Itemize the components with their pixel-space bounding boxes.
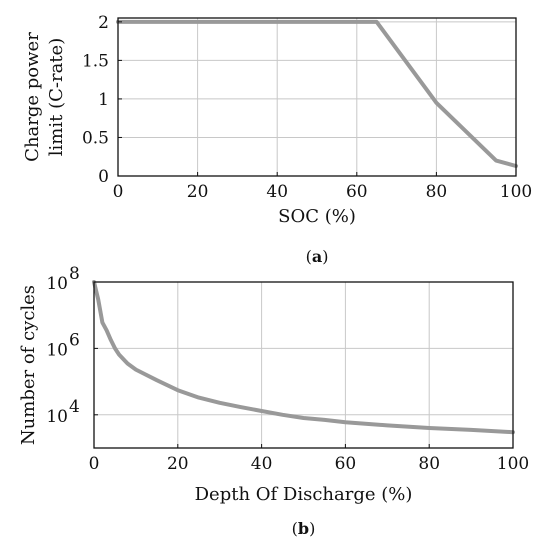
panel-caption: (a) <box>306 247 329 266</box>
panel-caption: (b) <box>292 519 316 538</box>
x-axis-title: Depth Of Discharge (%) <box>195 484 413 505</box>
x-tick-label: 80 <box>418 454 440 474</box>
series-line <box>116 19 518 168</box>
x-tick-label: 0 <box>89 454 100 474</box>
x-axis-title: SOC (%) <box>278 206 356 227</box>
y-tick-label: 0 <box>98 167 109 187</box>
y-tick-label: 1.5 <box>82 51 109 71</box>
panel-letter: b <box>298 519 309 538</box>
y-tick-exponent: 4 <box>69 397 80 417</box>
y-tick-exponent: 6 <box>69 330 80 350</box>
panel-letter: a <box>312 247 322 266</box>
y-tick-label: 10 <box>46 274 68 294</box>
y-tick-label: 1 <box>98 90 109 110</box>
x-tick-label: 40 <box>251 454 273 474</box>
y-tick-label: 10 <box>46 407 68 427</box>
x-tick-label: 40 <box>266 182 288 202</box>
y-axis-title: Number of cycles <box>18 285 39 445</box>
plot-frame <box>93 281 514 449</box>
x-tick-label: 20 <box>187 182 209 202</box>
x-tick-label: 100 <box>497 454 529 474</box>
y-tick-exponent: 8 <box>69 264 80 284</box>
x-tick-label: 80 <box>426 182 448 202</box>
y-tick-label: 2 <box>98 13 109 33</box>
y-tick-label: 0.5 <box>82 128 109 148</box>
y-axis-title: Charge power limit (C-rate) <box>22 32 67 162</box>
y-axis-title-line: Charge power <box>22 32 43 162</box>
series-line <box>92 280 515 435</box>
y-tick-label: 10 <box>46 340 68 360</box>
x-tick-label: 100 <box>500 182 532 202</box>
x-tick-label: 60 <box>346 182 368 202</box>
x-tick-label: 20 <box>167 454 189 474</box>
y-axis-title-line: limit (C-rate) <box>46 38 67 156</box>
plot-frame <box>117 17 517 177</box>
x-tick-label: 0 <box>113 182 124 202</box>
chart-1: 0 20 40 60 80 100 0 0.5 1 1.5 2 SOC (%) Charge power… <box>22 13 532 266</box>
x-tick-label: 60 <box>335 454 357 474</box>
